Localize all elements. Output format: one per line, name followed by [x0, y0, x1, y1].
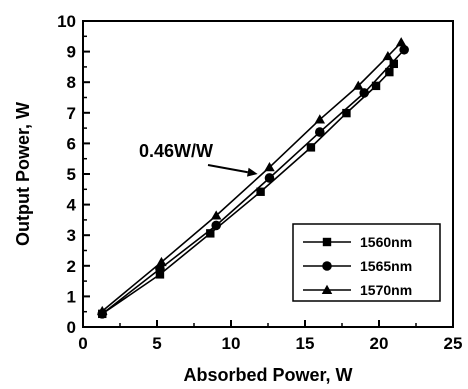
y-tick-label: 7: [67, 104, 76, 123]
data-point-1570nm: [395, 37, 407, 47]
series-line-1570nm: [101, 41, 402, 312]
data-point-1570nm: [210, 210, 222, 220]
legend-label-1570nm: 1570nm: [360, 282, 412, 298]
legend-label-1565nm: 1565nm: [360, 258, 412, 274]
data-point-1560nm: [256, 187, 265, 196]
x-tick-label: 10: [222, 334, 241, 353]
data-point-1570nm: [382, 50, 394, 61]
legend-items: 1560nm 1565nm 1570nm: [303, 234, 412, 298]
annotation-arrow-line: [207, 164, 248, 174]
y-tick-label: 5: [67, 165, 76, 184]
data-point-1560nm: [155, 270, 165, 279]
x-tick-label: 0: [78, 334, 87, 353]
data-point-1560nm: [371, 81, 381, 91]
series-layer: [96, 37, 409, 319]
data-point-1570nm: [314, 114, 326, 124]
slope-annotation-text: 0.46W/W: [139, 141, 213, 161]
data-point-1565nm: [359, 88, 370, 98]
data-point-1570nm: [96, 305, 108, 316]
data-point-1565nm: [211, 220, 221, 231]
x-tick-label: 5: [152, 334, 161, 353]
x-axis-tick-labels: 0 5 10 15 20 25: [78, 334, 462, 353]
legend: 1560nm 1565nm 1570nm: [292, 223, 441, 302]
data-point-1560nm: [389, 59, 398, 69]
data-point-1560nm: [385, 67, 394, 77]
annotation-arrow-head: [246, 167, 258, 177]
data-point-1565nm: [264, 173, 275, 183]
data-point-1565nm: [399, 44, 409, 55]
x-tick-label: 25: [444, 334, 463, 353]
y-tick-label: 9: [67, 43, 76, 62]
data-point-1560nm: [342, 108, 351, 118]
y-tick-label: 6: [67, 134, 76, 153]
data-point-1570nm: [353, 80, 364, 90]
data-point-1565nm: [155, 264, 165, 274]
legend-label-1560nm: 1560nm: [360, 234, 412, 250]
data-point-1560nm: [206, 229, 215, 238]
legend-item-1560nm: 1560nm: [303, 234, 412, 250]
legend-marker-1565nm: [322, 261, 332, 271]
data-point-1570nm: [264, 162, 275, 172]
y-tick-label: 8: [67, 73, 76, 92]
data-point-1560nm: [306, 143, 316, 152]
y-axis-ticks: [83, 20, 90, 328]
legend-item-1565nm: 1565nm: [303, 258, 412, 274]
y-tick-label: 1: [67, 287, 76, 306]
y-tick-label: 10: [57, 12, 76, 31]
y-axis-tick-labels: 0 1 2 3 4 5 6 7 8 9 10: [57, 12, 76, 337]
data-point-1570nm: [156, 256, 167, 267]
y-tick-label: 0: [67, 318, 76, 337]
x-axis-ticks: [82, 320, 454, 327]
legend-marker-1560nm: [322, 237, 332, 247]
x-axis-title: Absorbed Power, W: [183, 365, 352, 385]
y-tick-label: 4: [67, 196, 77, 215]
legend-box: [292, 223, 441, 302]
y-tick-label: 2: [67, 257, 76, 276]
x-tick-label: 15: [296, 334, 315, 353]
data-point-1565nm: [315, 127, 325, 137]
y-axis-title: Output Power, W: [13, 102, 33, 246]
x-tick-label: 20: [370, 334, 389, 353]
slope-annotation: 0.46W/W: [139, 141, 258, 177]
series-1570nm: [96, 37, 407, 316]
y-tick-label: 3: [67, 226, 76, 245]
legend-item-1570nm: 1570nm: [303, 282, 412, 298]
legend-marker-1570nm: [321, 284, 333, 294]
